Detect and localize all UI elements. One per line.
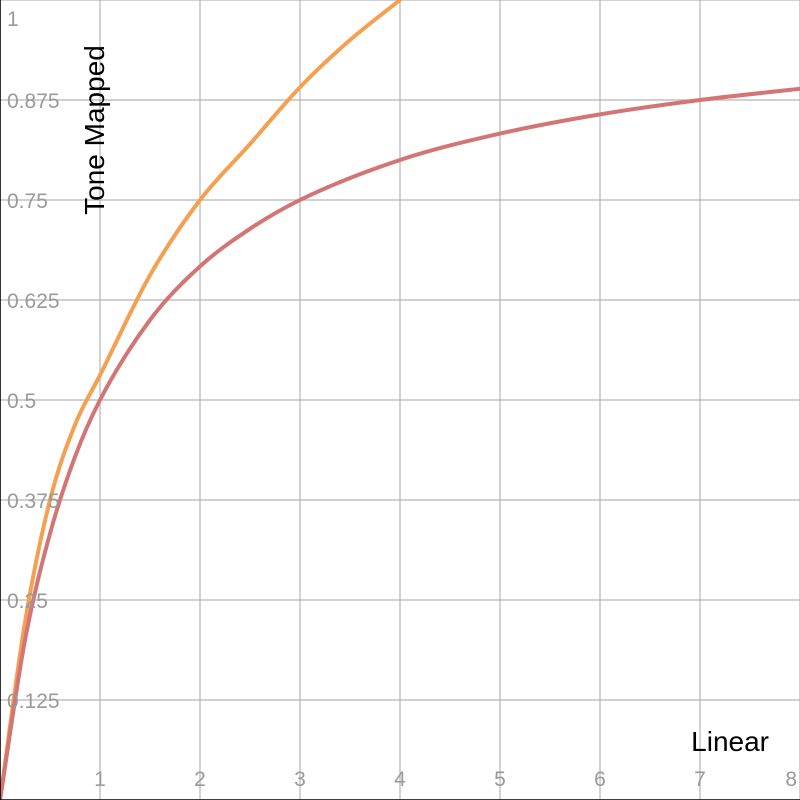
y-tick-label: 0.5 xyxy=(7,390,36,413)
y-tick-label: 0.875 xyxy=(7,90,60,113)
y-tick-label: 0.625 xyxy=(7,290,60,313)
series-line-2 xyxy=(0,86,800,800)
x-axis-label: Linear xyxy=(691,726,769,757)
x-tick-label: 4 xyxy=(394,768,406,791)
x-tick-label: 5 xyxy=(494,768,506,791)
x-tick-label: 1 xyxy=(94,768,106,791)
y-tick-label: 0.125 xyxy=(7,690,60,713)
tick-labels: 1 2 3 4 5 6 7 8 0.125 0.25 0.375 0.5 0.625 0.75 0.875 1 xyxy=(7,8,797,791)
y-tick-label: 0.75 xyxy=(7,190,48,213)
y-tick-label: 0.375 xyxy=(7,490,60,513)
y-tick-label: 0.25 xyxy=(7,590,48,613)
series-line-1 xyxy=(0,0,402,800)
x-tick-label: 7 xyxy=(694,768,706,791)
x-tick-label: 3 xyxy=(294,768,306,791)
x-tick-label: 6 xyxy=(594,768,606,791)
x-tick-label: 8 xyxy=(785,768,797,791)
y-tick-label: 1 xyxy=(7,8,19,31)
x-tick-label: 2 xyxy=(194,768,206,791)
y-axis-label: Tone Mapped xyxy=(79,45,110,215)
